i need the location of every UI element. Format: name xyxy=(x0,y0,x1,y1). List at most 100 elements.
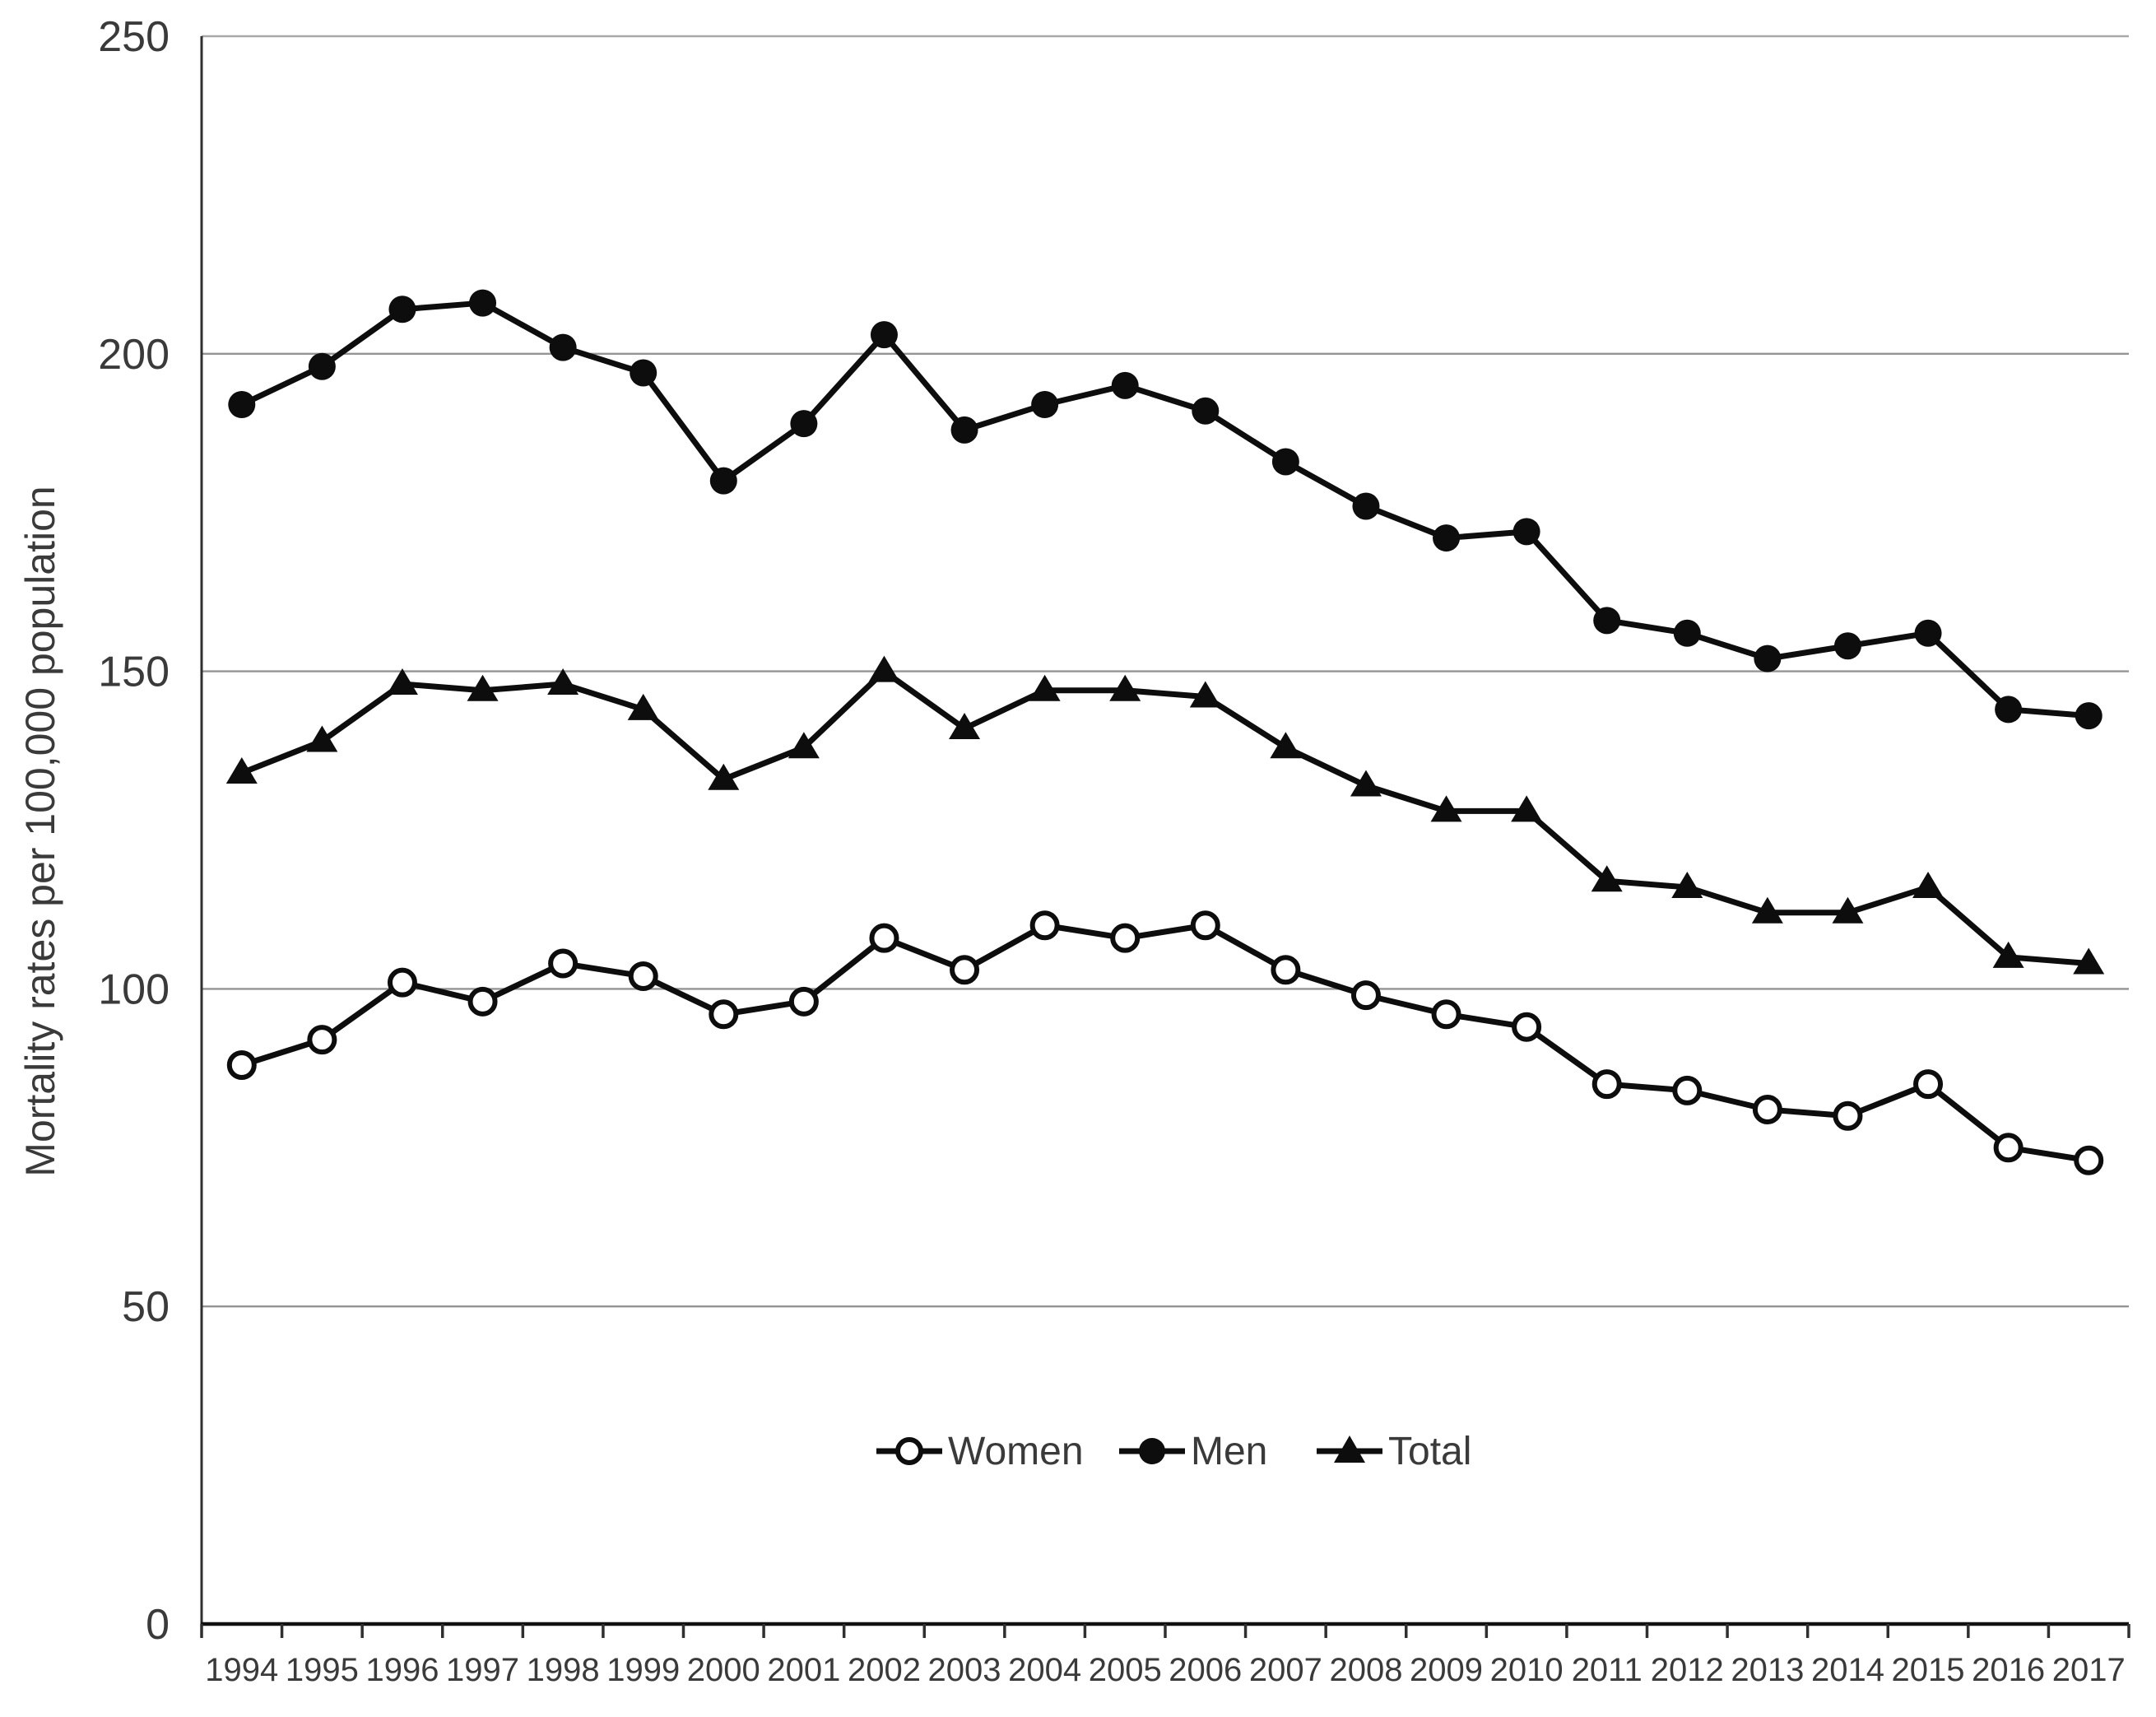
data-point-filled-triangle xyxy=(708,763,740,790)
data-point-open-circle xyxy=(467,986,498,1017)
open-circle-marker-icon xyxy=(895,1437,923,1465)
x-tick-label-2013: 2013 xyxy=(1731,1652,1804,1688)
x-tick-label-1999: 1999 xyxy=(606,1652,680,1688)
legend-label-total: Total xyxy=(1388,1430,1471,1473)
data-point-filled-circle xyxy=(1833,632,1861,660)
data-point-open-circle xyxy=(709,999,739,1030)
y-tick-label-50: 50 xyxy=(122,1283,170,1331)
x-tick-label-1994: 1994 xyxy=(205,1652,278,1688)
data-point-open-circle xyxy=(1271,955,1301,985)
data-point-filled-circle xyxy=(1111,371,1139,399)
x-tick-label-2000: 2000 xyxy=(687,1652,760,1688)
data-point-filled-circle xyxy=(2075,702,2103,730)
data-point-filled-circle xyxy=(388,295,416,323)
data-point-filled-triangle xyxy=(1511,795,1543,822)
x-tick-label-2002: 2002 xyxy=(848,1652,921,1688)
legend: Women Men Total xyxy=(876,1430,1471,1473)
x-tick-label-2005: 2005 xyxy=(1089,1652,1162,1688)
data-point-filled-triangle xyxy=(2073,947,2105,975)
data-point-filled-circle xyxy=(1192,397,1220,425)
data-point-filled-circle xyxy=(1352,492,1380,520)
data-point-filled-triangle xyxy=(627,693,659,720)
data-point-open-circle xyxy=(1190,910,1220,941)
data-point-filled-triangle xyxy=(1751,896,1783,924)
x-tick-label-2016: 2016 xyxy=(1972,1652,2045,1688)
data-point-filled-triangle xyxy=(547,668,579,696)
data-point-open-circle xyxy=(950,955,980,985)
data-point-open-circle xyxy=(307,1025,337,1055)
data-point-filled-circle xyxy=(1512,518,1540,546)
y-axis-title: Mortality rates per 100,000 population xyxy=(17,486,63,1176)
data-point-filled-triangle xyxy=(788,732,820,759)
data-point-filled-circle xyxy=(709,467,737,495)
x-tick-label-2007: 2007 xyxy=(1249,1652,1322,1688)
data-point-open-circle xyxy=(1993,1133,2024,1163)
x-tick-label-1997: 1997 xyxy=(446,1652,519,1688)
data-point-filled-triangle xyxy=(1591,865,1623,892)
data-point-filled-circle xyxy=(308,352,336,380)
data-point-filled-circle xyxy=(870,321,898,349)
x-tick-label-2004: 2004 xyxy=(1008,1652,1081,1688)
data-point-filled-triangle xyxy=(306,725,338,752)
data-point-open-circle xyxy=(387,967,417,998)
x-tick-label-2011: 2011 xyxy=(1572,1652,1643,1688)
data-point-open-circle xyxy=(628,961,658,991)
data-point-open-circle xyxy=(1833,1100,1863,1131)
data-point-filled-circle xyxy=(1031,391,1059,419)
data-point-filled-triangle xyxy=(1671,871,1703,898)
legend-item-total: Total xyxy=(1317,1430,1471,1473)
y-tick-label-150: 150 xyxy=(98,649,170,696)
data-point-filled-circle xyxy=(1433,524,1461,552)
data-point-filled-triangle xyxy=(1350,770,1382,797)
y-tick-label-200: 200 xyxy=(98,331,170,379)
data-point-open-circle xyxy=(226,1049,257,1080)
x-tick-label-2009: 2009 xyxy=(1410,1652,1483,1688)
data-point-open-circle xyxy=(1672,1075,1703,1105)
data-point-filled-triangle xyxy=(467,674,499,701)
data-point-filled-triangle xyxy=(1029,674,1061,701)
data-point-filled-circle xyxy=(790,410,818,438)
x-tick-label-1998: 1998 xyxy=(527,1652,600,1688)
series-line-women xyxy=(239,922,2092,1164)
data-point-open-circle xyxy=(1029,910,1060,941)
data-point-filled-circle xyxy=(1995,696,2023,724)
x-axis-year-labels: 1994 1995 1996 1997 1998 1999 2000 2001 2002 2003… xyxy=(205,1652,2125,1688)
legend-label-women: Women xyxy=(948,1430,1084,1473)
x-tick-label-2012: 2012 xyxy=(1651,1652,1724,1688)
data-point-filled-triangle xyxy=(1189,681,1221,708)
axes xyxy=(200,36,2130,1638)
data-point-open-circle xyxy=(1512,1012,1542,1042)
data-point-open-circle xyxy=(1913,1069,1944,1100)
data-point-filled-triangle xyxy=(949,713,981,740)
data-point-open-circle xyxy=(2074,1145,2104,1175)
series-line-men xyxy=(239,300,2092,719)
data-point-open-circle xyxy=(1752,1095,1782,1125)
data-point-filled-circle xyxy=(630,359,657,387)
legend-item-women: Women xyxy=(876,1430,1084,1473)
data-point-open-circle xyxy=(548,948,578,979)
data-point-open-circle xyxy=(1431,999,1461,1030)
x-tick-label-2003: 2003 xyxy=(928,1652,1001,1688)
y-axis-tick-labels: 0 50 100 150 200 250 xyxy=(98,13,170,1649)
y-tick-label-250: 250 xyxy=(98,13,170,61)
x-tick-label-2010: 2010 xyxy=(1490,1652,1564,1688)
filled-triangle-marker-icon xyxy=(1334,1435,1365,1463)
x-tick-label-2014: 2014 xyxy=(1811,1652,1884,1688)
data-point-open-circle xyxy=(1591,1069,1622,1100)
data-point-filled-triangle xyxy=(1430,795,1462,822)
series-men xyxy=(228,289,2103,730)
gridlines xyxy=(202,35,2129,1308)
series-total xyxy=(225,655,2105,975)
x-tick-label-1996: 1996 xyxy=(365,1652,439,1688)
data-point-filled-triangle xyxy=(868,655,900,682)
legend-item-men: Men xyxy=(1119,1430,1267,1473)
legend-label-men: Men xyxy=(1191,1430,1267,1473)
data-point-filled-circle xyxy=(1271,448,1299,476)
data-point-filled-circle xyxy=(1914,619,1942,647)
data-point-open-circle xyxy=(788,986,819,1017)
x-tick-label-2006: 2006 xyxy=(1169,1652,1242,1688)
x-tick-label-1995: 1995 xyxy=(286,1652,359,1688)
series-women xyxy=(226,910,2104,1175)
